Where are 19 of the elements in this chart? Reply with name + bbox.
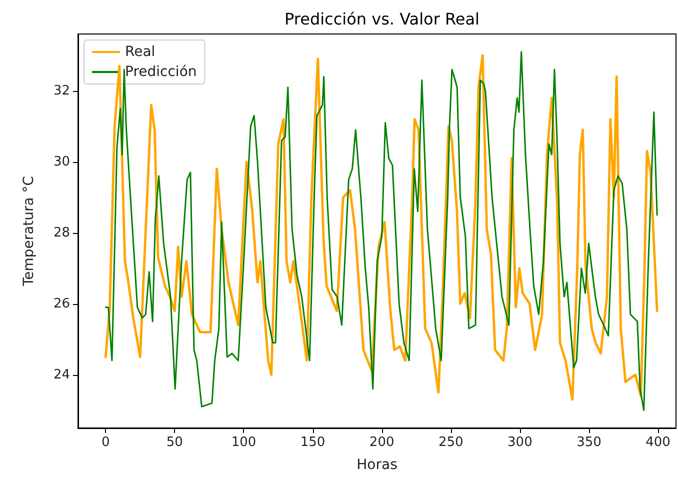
x-tick-label: 250	[438, 435, 464, 450]
legend-label: Predicción	[125, 64, 197, 80]
y-tick-label: 26	[53, 296, 70, 312]
x-tick-label: 50	[166, 435, 183, 450]
legend-label: Real	[125, 44, 156, 60]
chart-title: Predicción vs. Valor Real	[284, 10, 480, 28]
y-axis-title: Temperatura °C	[21, 176, 37, 288]
x-tick-label: 400	[646, 435, 670, 450]
y-tick-label: 28	[53, 225, 70, 240]
x-tick-label: 0	[101, 435, 110, 450]
x-tick-label: 100	[231, 435, 256, 450]
x-tick-label: 150	[300, 435, 326, 450]
x-tick-label: 300	[508, 435, 532, 450]
x-tick-label: 200	[369, 435, 394, 450]
y-tick-label: 24	[53, 367, 70, 382]
y-tick-label: 32	[53, 83, 70, 98]
y-tick-label: 30	[53, 154, 70, 170]
x-axis-title: Horas	[356, 457, 398, 473]
x-tick-label: 350	[576, 435, 602, 450]
